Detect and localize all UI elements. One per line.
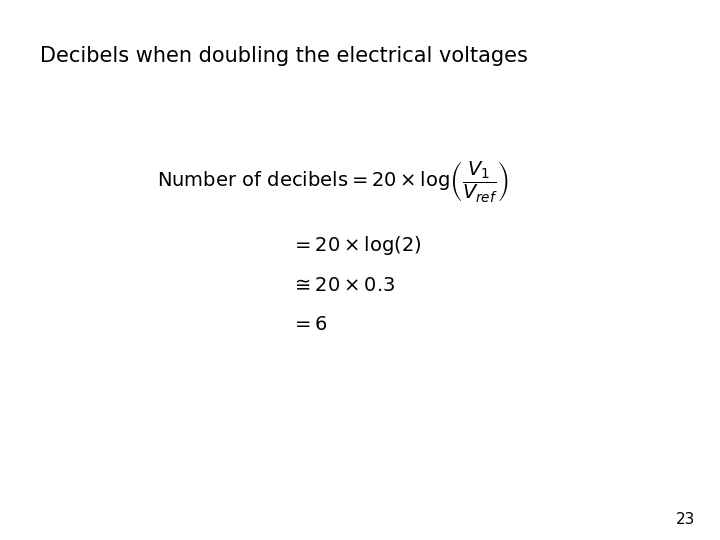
Text: $\cong 20\times 0.3$: $\cong 20\times 0.3$ <box>291 276 395 295</box>
Text: 23: 23 <box>675 511 695 526</box>
Text: Decibels when doubling the electrical voltages: Decibels when doubling the electrical vo… <box>40 46 528 66</box>
Text: $\mathrm{Number\ of\ decibels} = 20\times\log\!\left(\dfrac{V_1}{V_{ref}}\right): $\mathrm{Number\ of\ decibels} = 20\time… <box>157 159 508 204</box>
Text: $= 6$: $= 6$ <box>291 315 328 334</box>
Text: $= 20\times\log(2)$: $= 20\times\log(2)$ <box>291 234 421 257</box>
